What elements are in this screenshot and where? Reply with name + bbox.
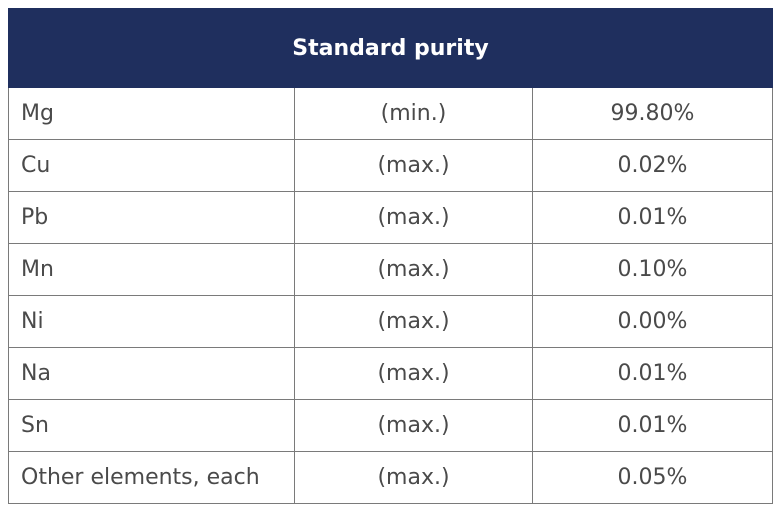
table-title: Standard purity <box>8 8 773 88</box>
limit-type: (max.) <box>294 243 533 296</box>
table-row: Pb (max.) 0.01% <box>8 191 773 244</box>
limit-type: (max.) <box>294 347 533 400</box>
purity-value: 0.10% <box>532 243 773 296</box>
purity-value: 0.01% <box>532 347 773 400</box>
element: Pb <box>8 191 295 244</box>
limit-type: (max.) <box>294 399 533 452</box>
element: Sn <box>8 399 295 452</box>
element: Cu <box>8 139 295 192</box>
element: Mn <box>8 243 295 296</box>
element: Na <box>8 347 295 400</box>
table-row: Other elements, each (max.) 0.05% <box>8 451 773 504</box>
limit-type: (max.) <box>294 295 533 348</box>
header-row: Standard purity <box>8 8 773 88</box>
table-row: Mg (min.) 99.80% <box>8 87 773 140</box>
purity-value: 0.01% <box>532 191 773 244</box>
purity-value: 0.02% <box>532 139 773 192</box>
table-row: Sn (max.) 0.01% <box>8 399 773 452</box>
limit-type: (max.) <box>294 191 533 244</box>
purity-value: 0.01% <box>532 399 773 452</box>
purity-value: 0.00% <box>532 295 773 348</box>
table-row: Mn (max.) 0.10% <box>8 243 773 296</box>
purity-value: 0.05% <box>532 451 773 504</box>
purity-table-container: Standard purity Mg (min.) 99.80% Cu (max.) 0.… <box>8 8 773 504</box>
element: Ni <box>8 295 295 348</box>
element: Other elements, each <box>8 451 295 504</box>
limit-type: (max.) <box>294 139 533 192</box>
limit-type: (max.) <box>294 451 533 504</box>
purity-value: 99.80% <box>532 87 773 140</box>
element: Mg <box>8 87 295 140</box>
limit-type: (min.) <box>294 87 533 140</box>
table-row: Ni (max.) 0.00% <box>8 295 773 348</box>
table-body: Mg (min.) 99.80% Cu (max.) 0.02% Pb (max.) 0.01%… <box>8 87 773 504</box>
purity-table: Standard purity Mg (min.) 99.80% Cu (max.) 0.… <box>8 8 773 504</box>
table-row: Cu (max.) 0.02% <box>8 139 773 192</box>
table-row: Na (max.) 0.01% <box>8 347 773 400</box>
